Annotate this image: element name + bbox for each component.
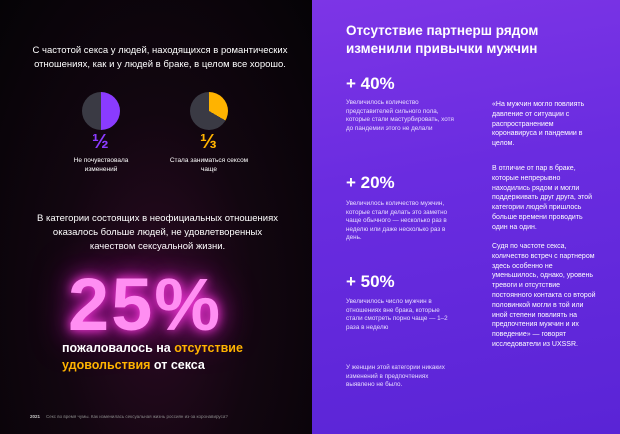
stat-desc-1: Увеличилось количество представителей си…	[346, 99, 454, 132]
right-page	[312, 0, 620, 434]
mid-text: В категории состоящих в неофициальных от…	[36, 213, 278, 252]
caption-post: от секса	[150, 358, 205, 372]
quote-paragraph-3: Судя по частоте секса, количество встреч…	[492, 243, 596, 348]
note-text: У женщин этой категории никаких изменени…	[346, 364, 445, 389]
quote-paragraph-2: В отличие от пар в браке, которые непрер…	[492, 165, 593, 231]
quote-paragraph-1: «На мужчин могло повлиять давление от си…	[492, 101, 585, 148]
big-percentage-caption: пожаловалось на отсутствие удовольствия …	[62, 340, 262, 374]
caption-pre: пожаловалось на	[62, 341, 175, 355]
pie-chart-unchanged	[82, 92, 120, 130]
footer: 2021 Секс во время чумы. Как изменилась с…	[30, 414, 228, 419]
fraction-half: ½	[92, 131, 109, 153]
stat-value-2: + 20%	[346, 173, 395, 192]
stat-desc-2: Увеличилось количество мужчин, которые с…	[346, 200, 448, 242]
caption-accent: отсутствие удовольствия	[62, 341, 243, 372]
big-percentage: 25%	[68, 263, 223, 346]
footer-text: Секс во время чумы. Как изменилась сексу…	[46, 414, 228, 419]
pie-chart-more-often	[190, 92, 228, 130]
intro-text: С частотой секса у людей, находящихся в …	[32, 45, 288, 70]
footer-logo: 2021	[30, 414, 41, 419]
pie-label-unchanged: Не почувствовала изменений	[73, 157, 129, 173]
pie-label-more-often: Стала заниматься сексом чаще	[169, 157, 249, 173]
left-page: С частотой секса у людей, находящихся в …	[0, 0, 312, 434]
fraction-third: ⅓	[200, 131, 217, 153]
stat-value-3: + 50%	[346, 272, 395, 291]
stat-desc-3: Увеличилось число мужчин в отношениях вн…	[346, 298, 448, 331]
stat-value-1: + 40%	[346, 74, 395, 93]
right-title: Отсутствие партнерш рядом изменили привы…	[346, 23, 539, 56]
